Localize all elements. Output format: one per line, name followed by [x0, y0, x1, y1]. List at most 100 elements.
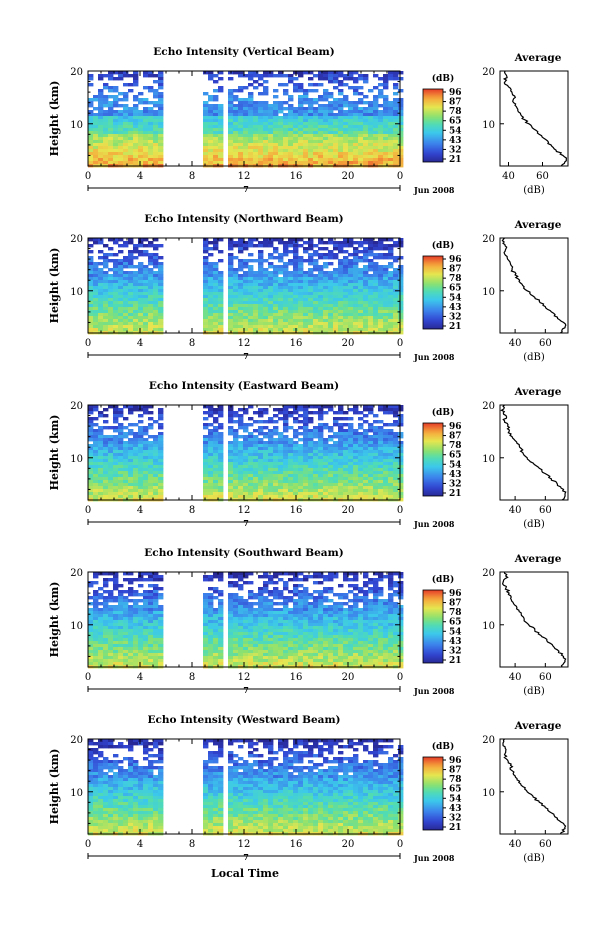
heatmap-cell — [363, 107, 368, 110]
heatmap-cell — [263, 161, 268, 164]
heatmap-cell — [118, 411, 123, 414]
heatmap-cell — [298, 489, 303, 492]
heatmap-cell — [213, 313, 218, 316]
heatmap-cell — [373, 107, 378, 110]
heatmap-cell — [293, 474, 298, 477]
heatmap-cell — [383, 131, 388, 134]
heatmap-cell — [248, 268, 253, 271]
heatmap-cell — [213, 128, 218, 131]
heatmap-cell — [313, 98, 318, 101]
heatmap-cell — [303, 101, 308, 104]
heatmap-cell — [138, 137, 143, 140]
heatmap-cell — [133, 122, 138, 125]
heatmap-cell — [268, 274, 273, 277]
heatmap-cell — [283, 435, 288, 438]
heatmap-cell — [278, 289, 283, 292]
heatmap-cell — [98, 319, 103, 322]
heatmap-cell — [133, 307, 138, 310]
heatmap-cell — [123, 116, 128, 119]
heatmap-cell — [253, 495, 258, 498]
heatmap-cell — [368, 107, 373, 110]
heatmap-cell — [308, 492, 313, 495]
heatmap-cell — [388, 292, 393, 295]
heatmap-cell — [268, 489, 273, 492]
heatmap-cell — [273, 140, 278, 143]
heatmap-cell — [218, 408, 223, 411]
y-tick-label: 10 — [70, 287, 83, 298]
heatmap-cell — [273, 301, 278, 304]
heatmap-cell — [358, 489, 363, 492]
heatmap-cell — [258, 74, 263, 77]
heatmap-cell — [338, 477, 343, 480]
heatmap-cell — [363, 575, 368, 578]
heatmap-cell — [213, 417, 218, 420]
heatmap-cell — [278, 489, 283, 492]
heatmap-cell — [383, 244, 388, 247]
heatmap-cell — [338, 107, 343, 110]
heatmap-cell — [208, 289, 213, 292]
heatmap-cell — [123, 292, 128, 295]
heatmap-cell — [378, 426, 383, 429]
heatmap-cell — [153, 316, 158, 319]
heatmap-cell — [308, 140, 313, 143]
heatmap-cell — [148, 268, 153, 271]
heatmap-cell — [213, 149, 218, 152]
heatmap-cell — [348, 423, 353, 426]
heatmap-cell — [328, 483, 333, 486]
heatmap-cell — [313, 328, 318, 331]
heatmap-cell — [228, 584, 233, 587]
heatmap-cell — [128, 468, 133, 471]
heatmap-cell — [313, 426, 318, 429]
heatmap-cell — [88, 274, 93, 277]
heatmap-cell — [218, 110, 223, 113]
heatmap-cell — [148, 471, 153, 474]
heatmap-cell — [148, 292, 153, 295]
heatmap-cell — [263, 325, 268, 328]
heatmap-cell — [243, 271, 248, 274]
heatmap-cell — [303, 110, 308, 113]
heatmap-cell — [298, 277, 303, 280]
heatmap-cell — [218, 486, 223, 489]
heatmap-cell — [118, 462, 123, 465]
heatmap-cell — [138, 238, 143, 241]
heatmap-cell — [208, 471, 213, 474]
heatmap-cell — [128, 83, 133, 86]
heatmap-cell — [263, 134, 268, 137]
heatmap-cell — [323, 89, 328, 92]
heatmap-cell — [303, 325, 308, 328]
heatmap-cell — [338, 468, 343, 471]
heatmap-cell — [378, 572, 383, 575]
heatmap-cell — [273, 161, 278, 164]
heatmap-cell — [338, 295, 343, 298]
heatmap-cell — [203, 593, 208, 596]
heatmap-cell — [363, 572, 368, 575]
heatmap-cell — [143, 110, 148, 113]
heatmap-cell — [258, 304, 263, 307]
heatmap-cell — [388, 298, 393, 301]
heatmap-cell — [398, 125, 403, 128]
heatmap-cell — [368, 253, 373, 256]
heatmap-cell — [383, 480, 388, 483]
heatmap-cell — [373, 98, 378, 101]
heatmap-cell — [378, 459, 383, 462]
heatmap-cell — [213, 301, 218, 304]
heatmap-cell — [148, 298, 153, 301]
heatmap-cell — [138, 298, 143, 301]
heatmap-cell — [118, 492, 123, 495]
heatmap-cell — [128, 110, 133, 113]
heatmap-cell — [148, 113, 153, 116]
heatmap-cell — [333, 80, 338, 83]
heatmap-cell — [108, 137, 113, 140]
heatmap-cell — [243, 480, 248, 483]
heatmap-cell — [128, 486, 133, 489]
x-tick-label: 20 — [342, 171, 355, 182]
heatmap-cell — [363, 289, 368, 292]
heatmap-cell — [328, 328, 333, 331]
heatmap-cell — [143, 253, 148, 256]
heatmap-cell — [143, 593, 148, 596]
heatmap-cell — [313, 495, 318, 498]
heatmap-cell — [108, 298, 113, 301]
heatmap-cell — [133, 286, 138, 289]
heatmap-cell — [303, 107, 308, 110]
heatmap-cell — [293, 587, 298, 590]
